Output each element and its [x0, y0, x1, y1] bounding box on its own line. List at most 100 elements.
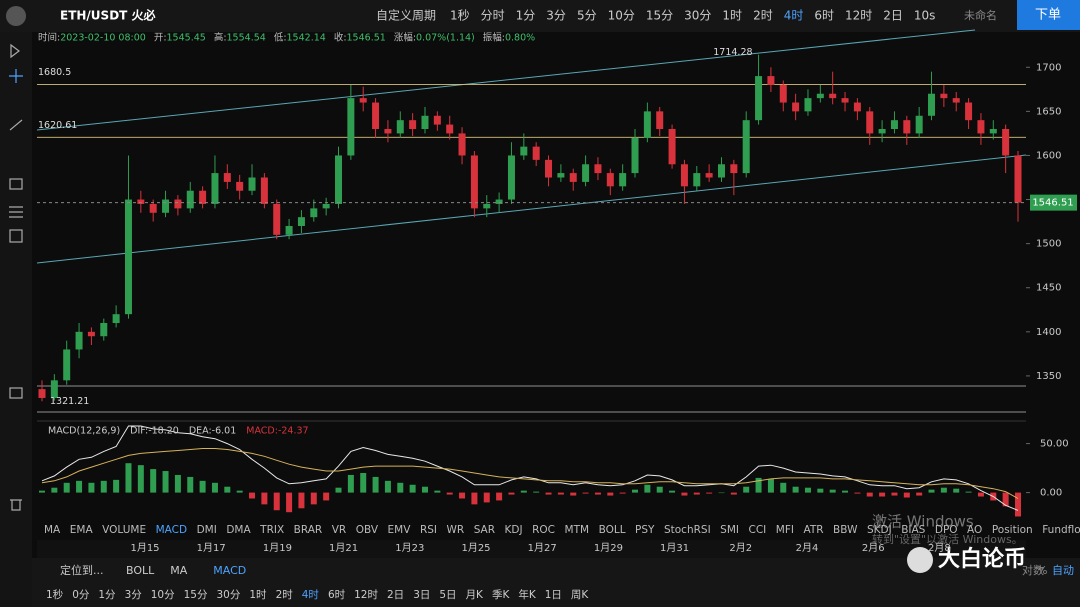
fib-icon[interactable]: [9, 206, 23, 218]
bottom-period[interactable]: 2时: [276, 589, 294, 601]
indicator-tab[interactable]: PSY: [635, 524, 655, 536]
indicator-tab[interactable]: WR: [447, 524, 465, 536]
bottom-period[interactable]: 15分: [184, 589, 208, 601]
indicator-tab[interactable]: CCI: [749, 524, 767, 536]
period-button[interactable]: 10s: [914, 9, 936, 23]
indicator-tab[interactable]: SKDJ: [867, 524, 892, 536]
period-button[interactable]: 分时: [481, 9, 505, 23]
candle-body: [495, 199, 503, 204]
macd-bar: [421, 486, 428, 493]
indicator-tab[interactable]: VOLUME: [102, 524, 146, 536]
period-button[interactable]: 12时: [845, 9, 872, 23]
macd-bar: [594, 492, 601, 495]
period-button[interactable]: 1秒: [450, 9, 470, 23]
indicator-tab[interactable]: ATR: [803, 524, 823, 536]
indicator-tab[interactable]: RSI: [420, 524, 437, 536]
bottom-period[interactable]: 0分: [72, 589, 90, 601]
period-button[interactable]: 5分: [577, 9, 597, 23]
indicator-tab[interactable]: KDJ: [505, 524, 523, 536]
indicator-tab[interactable]: StochRSI: [664, 524, 711, 536]
auto-toggle[interactable]: 自动: [1052, 564, 1074, 577]
bottom-period[interactable]: 1时: [249, 589, 267, 601]
indicator-tab[interactable]: SMI: [720, 524, 739, 536]
bottom-period[interactable]: 3分: [125, 589, 143, 601]
indicator-tab[interactable]: MA: [44, 524, 61, 536]
candle-body: [124, 199, 132, 315]
crosshair-icon[interactable]: [9, 69, 23, 83]
symbol[interactable]: ETH/USDT 火必: [60, 8, 156, 23]
cursor-icon[interactable]: [10, 43, 20, 59]
indicator-tab[interactable]: BOLL: [599, 524, 626, 536]
indicator-tab[interactable]: DPO: [935, 524, 958, 536]
grid-icon[interactable]: [9, 229, 23, 243]
indicator-tab[interactable]: EMV: [388, 524, 412, 536]
period-button[interactable]: 6时: [814, 9, 834, 23]
lock-icon[interactable]: [9, 387, 23, 399]
period-button[interactable]: 10分: [608, 9, 635, 23]
order-label[interactable]: 下单: [1035, 8, 1061, 23]
period-button[interactable]: 1时: [722, 9, 742, 23]
macd-bar: [286, 492, 293, 513]
trash-icon[interactable]: [10, 499, 22, 511]
macd-bar: [100, 480, 107, 493]
line-icon[interactable]: [9, 119, 23, 131]
dea-line: [41, 448, 1019, 499]
bottom-tab[interactable]: MACD: [213, 564, 246, 577]
bottom-period[interactable]: 2日: [387, 589, 404, 601]
indicator-tab[interactable]: OBV: [356, 524, 379, 536]
locate[interactable]: 定位到...: [60, 563, 104, 577]
period-button[interactable]: 2日: [883, 9, 903, 23]
indicator-tab[interactable]: BIAS: [901, 524, 925, 536]
indicator-tab[interactable]: MTM: [565, 524, 590, 536]
bottom-period[interactable]: 季K: [492, 589, 510, 601]
indicator-tab[interactable]: DMI: [197, 524, 217, 536]
percent-toggle[interactable]: %: [1037, 564, 1047, 577]
bottom-period[interactable]: 3日: [413, 589, 430, 601]
period-button[interactable]: 2时: [753, 9, 773, 23]
bottom-period[interactable]: 10分: [151, 589, 175, 601]
log-toggle[interactable]: 对数: [1022, 563, 1044, 577]
bottom-tab[interactable]: BOLL: [126, 564, 155, 577]
bottom-period[interactable]: 5日: [439, 589, 456, 601]
candle-body: [989, 129, 997, 134]
bottom-period[interactable]: 1秒: [46, 588, 64, 601]
candle-body: [717, 164, 725, 178]
indicator-tab[interactable]: ROC: [532, 524, 555, 536]
indicator-tab[interactable]: VR: [332, 524, 346, 536]
period-button[interactable]: 15分: [646, 9, 673, 23]
account[interactable]: 未命名: [964, 8, 997, 22]
indicator-tab[interactable]: TRIX: [259, 524, 284, 536]
rect-icon[interactable]: [9, 178, 23, 190]
indicator-tab[interactable]: BBW: [833, 524, 858, 536]
period-button[interactable]: 4时: [784, 9, 804, 23]
x-tick-label: 1月15: [130, 542, 159, 554]
indicator-tab[interactable]: EMA: [70, 524, 94, 536]
indicator-tab[interactable]: AO: [967, 524, 982, 536]
indicator-tab[interactable]: MFI: [776, 524, 794, 536]
indicator-tab[interactable]: Position: [992, 524, 1033, 536]
period-button[interactable]: 30分: [684, 9, 711, 23]
bottom-period[interactable]: 6时: [328, 589, 346, 601]
indicator-tab[interactable]: SAR: [474, 524, 495, 536]
bottom-period[interactable]: 年K: [518, 588, 536, 601]
macd-bar: [323, 492, 330, 501]
period-button[interactable]: 1分: [516, 9, 536, 23]
custom-period[interactable]: 自定义周期: [376, 8, 436, 23]
indicator-tab[interactable]: MACD: [156, 524, 187, 536]
order-button[interactable]: [1017, 0, 1080, 30]
bottom-period[interactable]: 30分: [217, 589, 241, 601]
bottom-period[interactable]: 月K: [466, 589, 484, 601]
indicator-tab[interactable]: BRAR: [294, 524, 323, 536]
bottom-period[interactable]: 1日: [545, 589, 562, 601]
indicator-tab[interactable]: Fundflow: [1042, 524, 1080, 536]
bottom-period[interactable]: 周K: [571, 589, 589, 601]
bottom-period[interactable]: 12时: [354, 589, 378, 601]
candle-body: [186, 190, 194, 209]
period-button[interactable]: 3分: [546, 9, 566, 23]
bottom-tab[interactable]: MA: [170, 564, 187, 577]
bottom-period[interactable]: 1分: [98, 589, 116, 601]
info-label: 振幅:: [483, 32, 505, 44]
macd-bar: [706, 492, 713, 494]
bottom-period[interactable]: 4时: [302, 589, 320, 601]
indicator-tab[interactable]: DMA: [226, 524, 251, 536]
